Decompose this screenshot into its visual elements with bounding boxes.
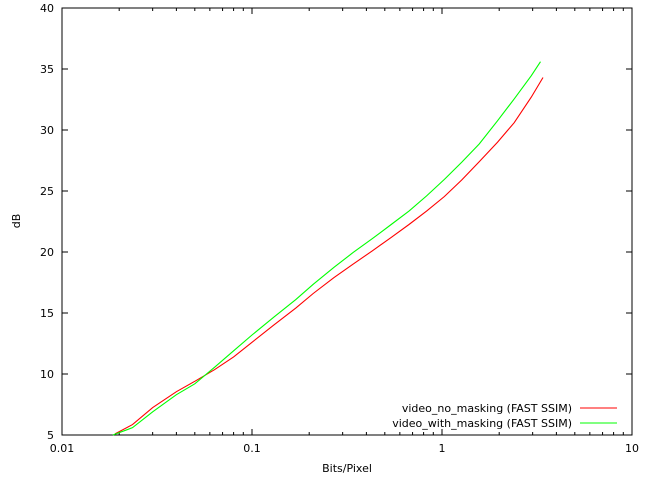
series-line-2 [112,61,541,436]
y-tick-label: 35 [40,63,54,76]
tick-labels: 5 10 15 20 25 30 35 40 0.01 0.1 1 10 [40,2,639,455]
y-tick-label: 15 [40,307,54,320]
series-line-1 [114,77,544,435]
legend: video_no_masking (FAST SSIM) video_with_m… [392,402,617,430]
y-tick-label: 20 [40,246,54,259]
x-axis-label: Bits/Pixel [322,462,372,475]
y-tick-label: 10 [40,368,54,381]
ticks [61,7,633,436]
x-tick-label: 1 [439,442,446,455]
x-tick-label: 0.1 [243,442,261,455]
y-axis-label: dB [10,214,23,229]
legend-label-1: video_no_masking (FAST SSIM) [402,402,572,415]
series-lines [112,61,544,436]
y-tick-label: 5 [47,429,54,442]
y-tick-label: 30 [40,124,54,137]
plot-frame [61,7,633,436]
legend-label-2: video_with_masking (FAST SSIM) [392,417,572,430]
y-tick-label: 40 [40,2,54,15]
y-tick-label: 25 [40,185,54,198]
x-tick-label: 10 [625,442,639,455]
x-tick-label: 0.01 [50,442,75,455]
